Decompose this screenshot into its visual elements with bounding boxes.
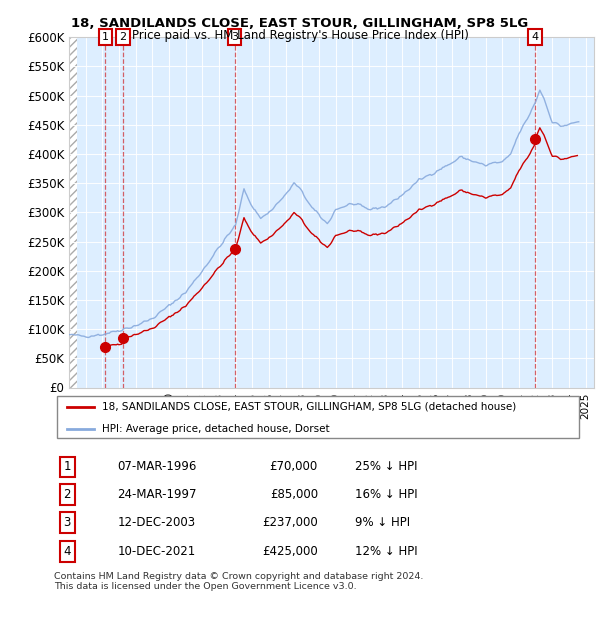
Text: 4: 4 (531, 32, 538, 42)
Text: 2: 2 (64, 489, 71, 501)
Text: 12% ↓ HPI: 12% ↓ HPI (355, 545, 418, 558)
FancyBboxPatch shape (56, 396, 580, 438)
Text: Price paid vs. HM Land Registry's House Price Index (HPI): Price paid vs. HM Land Registry's House … (131, 29, 469, 42)
Text: 16% ↓ HPI: 16% ↓ HPI (355, 489, 418, 501)
Text: Contains HM Land Registry data © Crown copyright and database right 2024.
This d: Contains HM Land Registry data © Crown c… (54, 572, 424, 591)
Text: 18, SANDILANDS CLOSE, EAST STOUR, GILLINGHAM, SP8 5LG (detached house): 18, SANDILANDS CLOSE, EAST STOUR, GILLIN… (101, 402, 516, 412)
Text: £425,000: £425,000 (262, 545, 318, 558)
Text: 18, SANDILANDS CLOSE, EAST STOUR, GILLINGHAM, SP8 5LG: 18, SANDILANDS CLOSE, EAST STOUR, GILLIN… (71, 17, 529, 30)
Text: 24-MAR-1997: 24-MAR-1997 (118, 489, 197, 501)
Bar (69, 37, 77, 387)
Text: 07-MAR-1996: 07-MAR-1996 (118, 461, 197, 474)
Text: 25% ↓ HPI: 25% ↓ HPI (355, 461, 418, 474)
Text: £70,000: £70,000 (270, 461, 318, 474)
Text: 3: 3 (232, 32, 238, 42)
Text: 9% ↓ HPI: 9% ↓ HPI (355, 516, 410, 529)
Text: 2: 2 (119, 32, 127, 42)
Text: 4: 4 (64, 545, 71, 558)
Text: £237,000: £237,000 (262, 516, 318, 529)
Text: 3: 3 (64, 516, 71, 529)
Text: HPI: Average price, detached house, Dorset: HPI: Average price, detached house, Dors… (101, 423, 329, 433)
Text: £85,000: £85,000 (270, 489, 318, 501)
Text: 12-DEC-2003: 12-DEC-2003 (118, 516, 196, 529)
Text: 1: 1 (64, 461, 71, 474)
Text: 10-DEC-2021: 10-DEC-2021 (118, 545, 196, 558)
Text: 1: 1 (102, 32, 109, 42)
